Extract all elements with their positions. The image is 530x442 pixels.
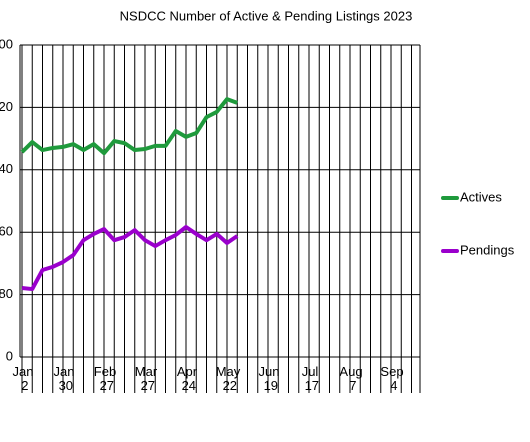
legend-label: Pendings (460, 242, 515, 257)
x-tick-label: Aug 7 (339, 364, 362, 393)
legend-label: Actives (460, 189, 502, 204)
x-tick-label: May 22 (216, 364, 241, 393)
x-tick-label: Sep 4 (380, 364, 403, 393)
y-tick-label: 720 (0, 99, 13, 114)
x-tick-label: Jan 2 (13, 364, 34, 393)
x-tick-label: Jan 30 (54, 364, 75, 393)
x-tick-label: Mar 27 (135, 364, 158, 393)
x-tick-label: Jul 17 (301, 364, 319, 393)
x-tick-label: Feb 27 (94, 364, 116, 393)
series-line (20, 97, 238, 156)
y-tick-label: 540 (0, 161, 13, 176)
chart-title: NSDCC Number of Active & Pending Listing… (120, 8, 413, 23)
series-line (21, 225, 239, 292)
y-tick-label: 360 (0, 224, 13, 239)
y-tick-label: 900 (0, 36, 13, 51)
y-tick-label: 0 (6, 348, 13, 363)
x-tick-label: Jun 19 (259, 364, 280, 393)
x-tick-label: Apr 24 (177, 364, 198, 393)
y-tick-label: 180 (0, 286, 13, 301)
